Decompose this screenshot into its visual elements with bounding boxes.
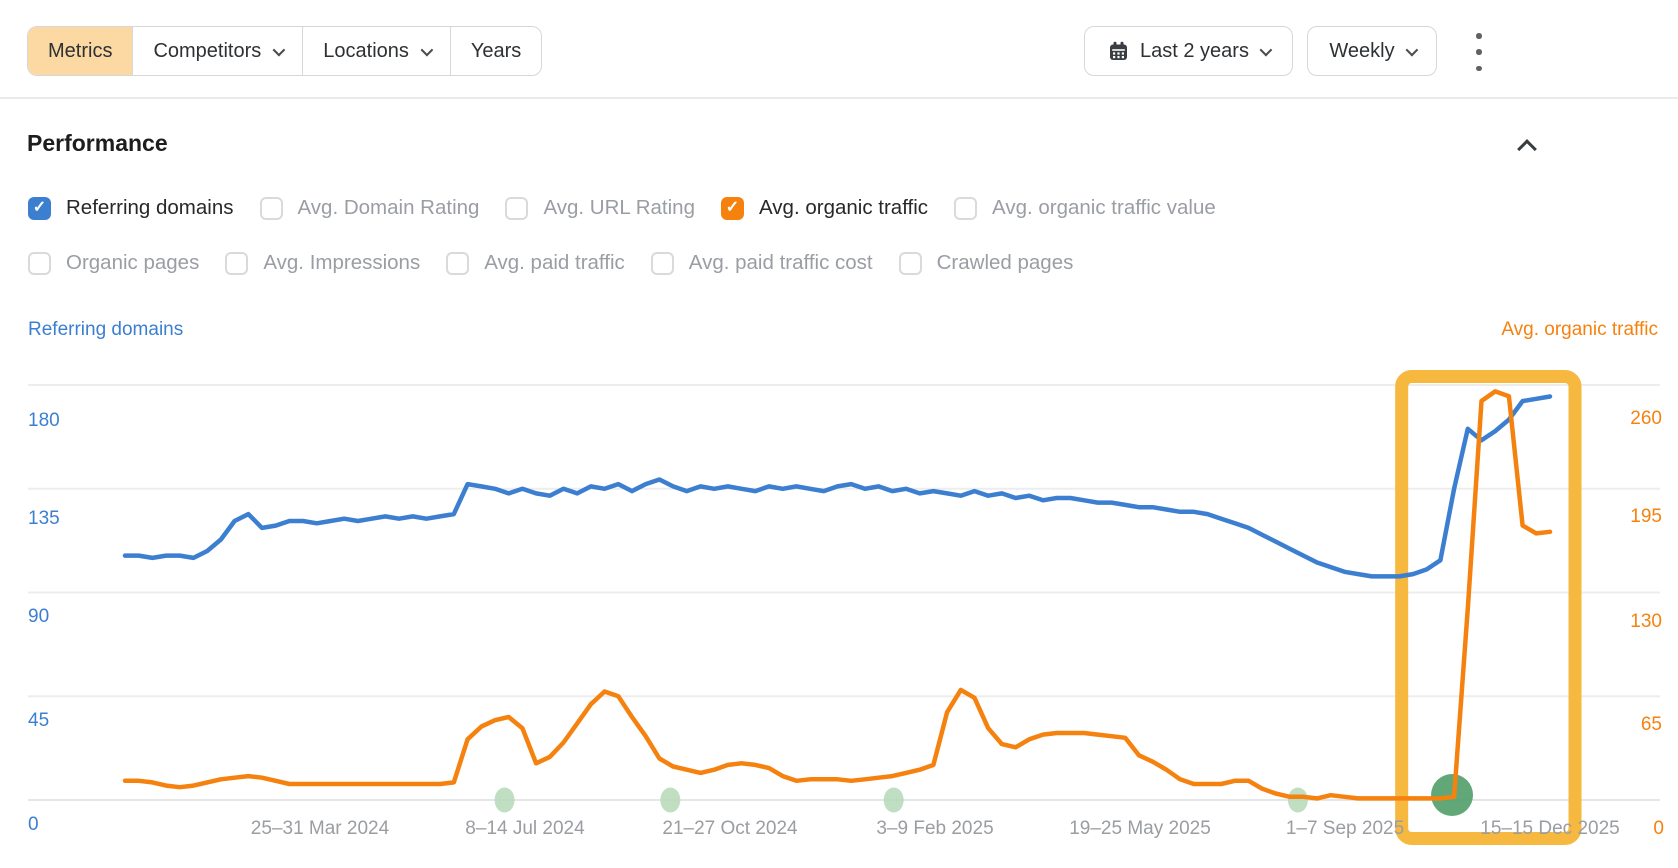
metric-label: Referring domains — [66, 196, 234, 219]
x-axis-label: 8–14 Jul 2024 — [465, 818, 585, 839]
checkbox-avg-paid-traffic[interactable]: ✓ — [446, 251, 470, 275]
left-axis-tick: 45 — [28, 710, 50, 731]
right-axis-tick: 195 — [1630, 506, 1662, 527]
x-axis-label: 15–15 Dec 2025 — [1480, 818, 1620, 839]
tab-metrics-label: Metrics — [48, 39, 113, 62]
metric-label: Avg. URL Rating — [543, 196, 695, 219]
metric-avg-organic-traffic-value[interactable]: ✓ Avg. organic traffic value — [954, 196, 1216, 220]
metric-avg-paid-traffic[interactable]: ✓ Avg. paid traffic — [446, 251, 625, 275]
metric-avg-impressions[interactable]: ✓ Avg. Impressions — [225, 251, 420, 275]
metric-label: Avg. organic traffic — [759, 196, 929, 219]
x-axis-label: 3–9 Feb 2025 — [876, 818, 994, 839]
tab-competitors-label: Competitors — [153, 39, 262, 62]
metric-organic-pages[interactable]: ✓ Organic pages — [28, 251, 199, 275]
checkbox-avg-impressions[interactable]: ✓ — [225, 251, 249, 275]
left-axis-tick: 0 — [28, 814, 39, 835]
calendar-icon — [1110, 41, 1128, 60]
checkbox-organic-pages[interactable]: ✓ — [28, 251, 51, 275]
right-axis-tick: 0 — [1653, 818, 1664, 839]
metric-checkbox-row-1: ✓ Referring domains ✓ Avg. Domain Rating… — [28, 196, 1216, 220]
metric-avg-url-rating[interactable]: ✓ Avg. URL Rating — [505, 196, 695, 220]
date-range-button[interactable]: Last 2 years — [1084, 26, 1293, 76]
tab-locations-label: Locations — [323, 39, 409, 62]
tab-metrics[interactable]: Metrics — [28, 27, 133, 75]
tab-years-label: Years — [470, 39, 522, 62]
toolbar-divider — [0, 97, 1678, 99]
metric-label: Avg. paid traffic — [484, 251, 625, 274]
right-axis-tick: 65 — [1640, 714, 1662, 735]
left-axis-tick: 90 — [28, 606, 50, 627]
tab-competitors[interactable]: Competitors — [132, 27, 302, 75]
x-axis-label: 1–7 Sep 2025 — [1285, 818, 1405, 839]
x-axis-label: 19–25 May 2025 — [1069, 818, 1211, 839]
kebab-vertical-icon[interactable] — [1470, 33, 1488, 71]
x-axis-label: 25–31 Mar 2024 — [250, 818, 390, 839]
metrics-tab-group: Metrics Competitors Locations Years — [27, 26, 543, 76]
checkbox-referring-domains[interactable]: ✓ — [28, 196, 51, 220]
checkbox-avg-paid-traffic-cost[interactable]: ✓ — [650, 251, 674, 275]
right-axis-title: Avg. organic traffic — [1501, 319, 1658, 340]
metric-avg-paid-traffic-cost[interactable]: ✓ Avg. paid traffic cost — [650, 251, 873, 275]
left-axis-tick: 135 — [28, 508, 60, 529]
checkbox-avg-url-rating[interactable]: ✓ — [505, 196, 529, 220]
metric-label: Crawled pages — [936, 251, 1074, 274]
section-title-performance: Performance — [27, 130, 168, 156]
right-axis-tick: 130 — [1630, 611, 1662, 632]
metric-label: Avg. organic traffic value — [992, 196, 1216, 219]
metric-crawled-pages[interactable]: ✓ Crawled pages — [898, 251, 1074, 275]
tab-years[interactable]: Years — [449, 27, 541, 75]
tab-locations[interactable]: Locations — [302, 27, 450, 75]
metric-referring-domains[interactable]: ✓ Referring domains — [28, 196, 234, 220]
checkmark-icon: ✓ — [725, 199, 740, 216]
granularity-label: Weekly — [1329, 39, 1395, 62]
metric-avg-organic-traffic[interactable]: ✓ Avg. organic traffic — [721, 196, 928, 220]
metric-label: Avg. Impressions — [263, 251, 421, 274]
metric-label: Avg. Domain Rating — [297, 196, 480, 219]
right-axis-tick: 260 — [1630, 408, 1662, 429]
checkbox-avg-domain-rating[interactable]: ✓ — [259, 196, 283, 220]
left-axis-tick: 180 — [28, 410, 60, 431]
x-axis-label: 21–27 Oct 2024 — [662, 818, 798, 839]
checkmark-icon: ✓ — [32, 199, 47, 216]
checkbox-avg-organic-traffic-value[interactable]: ✓ — [954, 196, 978, 220]
left-axis-title: Referring domains — [28, 319, 184, 340]
granularity-button[interactable]: Weekly — [1307, 26, 1437, 76]
checkbox-crawled-pages[interactable]: ✓ — [898, 251, 922, 275]
date-range-label: Last 2 years — [1140, 39, 1249, 62]
checkbox-avg-organic-traffic[interactable]: ✓ — [721, 196, 744, 220]
metric-label: Avg. paid traffic cost — [688, 251, 873, 274]
metric-avg-domain-rating[interactable]: ✓ Avg. Domain Rating — [259, 196, 480, 220]
metric-label: Organic pages — [66, 251, 200, 274]
metric-checkbox-row-2: ✓ Organic pages ✓ Avg. Impressions ✓ Avg… — [28, 251, 1073, 275]
